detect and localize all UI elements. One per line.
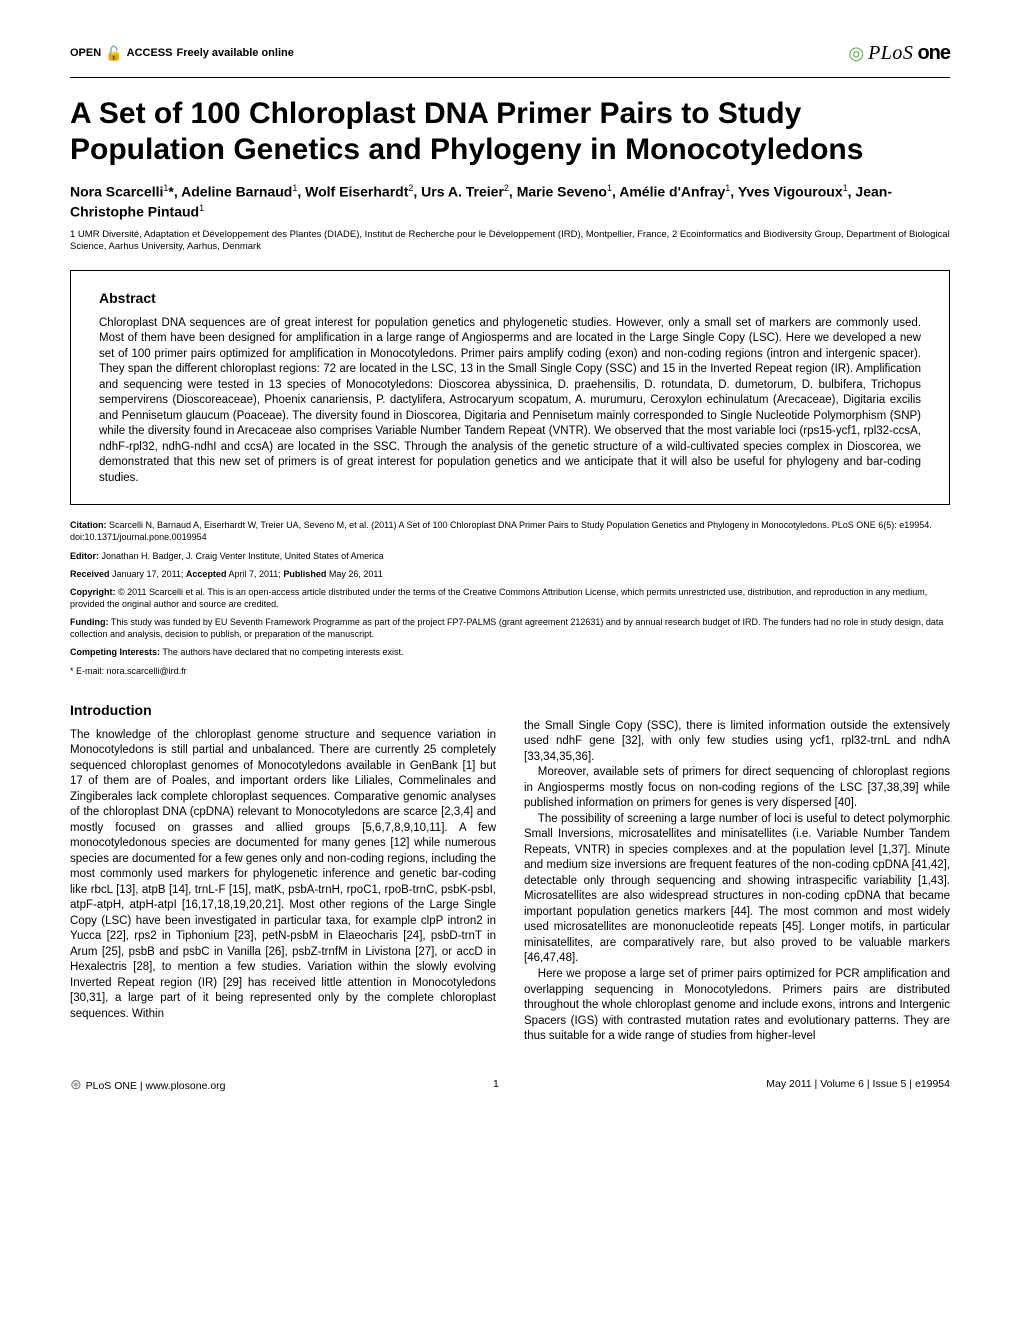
competing-label: Competing Interests: bbox=[70, 647, 160, 657]
freely-label: Freely available online bbox=[176, 46, 293, 61]
header-rule bbox=[70, 77, 950, 78]
open-access-badge: OPEN 🔓 ACCESS Freely available online bbox=[70, 44, 294, 63]
page-footer: ⊛ PLoS ONE | www.plosone.org 1 May 2011 … bbox=[70, 1075, 950, 1094]
col2-p4: Here we propose a large set of primer pa… bbox=[524, 967, 950, 1045]
col2-p2: Moreover, available sets of primers for … bbox=[524, 765, 950, 812]
funding-text: This study was funded by EU Seventh Fram… bbox=[70, 617, 943, 639]
right-column: the Small Single Copy (SSC), there is li… bbox=[524, 683, 950, 1045]
citation-label: Citation: bbox=[70, 520, 107, 530]
accepted-text: April 7, 2011; bbox=[226, 569, 283, 579]
received-label: Received bbox=[70, 569, 110, 579]
intro-heading: Introduction bbox=[70, 701, 496, 720]
page-header: OPEN 🔓 ACCESS Freely available online ◎ … bbox=[70, 40, 950, 67]
article-title: A Set of 100 Chloroplast DNA Primer Pair… bbox=[70, 96, 950, 168]
footer-logo-icon: ⊛ bbox=[70, 1076, 86, 1092]
col-spacer bbox=[524, 683, 950, 719]
footer-left-text: PLoS ONE | www.plosone.org bbox=[86, 1080, 226, 1092]
abstract-heading: Abstract bbox=[99, 289, 921, 308]
author-list: Nora Scarcelli1*, Adeline Barnaud1, Wolf… bbox=[70, 182, 950, 221]
email-block: * E-mail: nora.scarcelli@ird.fr bbox=[70, 665, 950, 677]
dates-block: Received January 17, 2011; Accepted Apri… bbox=[70, 568, 950, 580]
col2-p1: the Small Single Copy (SSC), there is li… bbox=[524, 719, 950, 766]
access-label: ACCESS bbox=[127, 46, 173, 61]
citation-text: Scarcelli N, Barnaud A, Eiserhardt W, Tr… bbox=[70, 520, 932, 542]
citation-block: Citation: Scarcelli N, Barnaud A, Eiserh… bbox=[70, 519, 950, 543]
received-text: January 17, 2011; bbox=[110, 569, 186, 579]
body-columns: Introduction The knowledge of the chloro… bbox=[70, 683, 950, 1045]
copyright-text: © 2011 Scarcelli et al. This is an open-… bbox=[70, 587, 927, 609]
published-label: Published bbox=[283, 569, 326, 579]
one-text: one bbox=[917, 40, 950, 67]
intro-p1: The knowledge of the chloroplast genome … bbox=[70, 728, 496, 1023]
swirl-icon: ◎ bbox=[848, 41, 864, 65]
editor-block: Editor: Jonathan H. Badger, J. Craig Ven… bbox=[70, 550, 950, 562]
copyright-block: Copyright: © 2011 Scarcelli et al. This … bbox=[70, 586, 950, 610]
funding-label: Funding: bbox=[70, 617, 108, 627]
abstract-box: Abstract Chloroplast DNA sequences are o… bbox=[70, 270, 950, 506]
editor-label: Editor: bbox=[70, 551, 99, 561]
footer-page-number: 1 bbox=[493, 1077, 499, 1091]
affiliation-text: 1 UMR Diversité, Adaptation et Développe… bbox=[70, 229, 950, 252]
published-text: May 26, 2011 bbox=[326, 569, 382, 579]
competing-text: The authors have declared that no compet… bbox=[160, 647, 403, 657]
accepted-label: Accepted bbox=[186, 569, 227, 579]
lock-icon: 🔓 bbox=[105, 44, 122, 63]
editor-text: Jonathan H. Badger, J. Craig Venter Inst… bbox=[99, 551, 384, 561]
col2-p3: The possibility of screening a large num… bbox=[524, 812, 950, 967]
affiliations: 1 UMR Diversité, Adaptation et Développe… bbox=[70, 229, 950, 254]
left-column: Introduction The knowledge of the chloro… bbox=[70, 683, 496, 1045]
abstract-text: Chloroplast DNA sequences are of great i… bbox=[99, 316, 921, 487]
plos-text: PLoS bbox=[868, 40, 913, 67]
open-label: OPEN bbox=[70, 46, 101, 61]
funding-block: Funding: This study was funded by EU Sev… bbox=[70, 616, 950, 640]
footer-right: May 2011 | Volume 6 | Issue 5 | e19954 bbox=[766, 1077, 950, 1091]
journal-logo: ◎ PLoS one bbox=[848, 40, 950, 67]
competing-block: Competing Interests: The authors have de… bbox=[70, 646, 950, 658]
footer-left: ⊛ PLoS ONE | www.plosone.org bbox=[70, 1075, 226, 1094]
copyright-label: Copyright: bbox=[70, 587, 116, 597]
email-text: * E-mail: nora.scarcelli@ird.fr bbox=[70, 666, 187, 676]
